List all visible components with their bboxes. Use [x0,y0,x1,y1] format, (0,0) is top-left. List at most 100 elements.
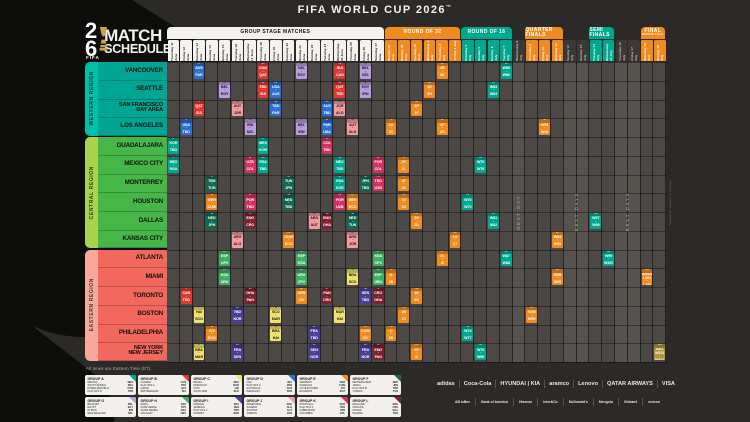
team-home: GER [297,291,306,296]
group-legend-title: GROUP I [193,398,209,403]
versus-label: v [339,89,341,92]
date-chip: Monday 22 June [308,40,321,61]
team-away: TBD [336,92,344,97]
match-cell: 15 KSA v URU [219,269,230,285]
legend-team-row: USA USA [244,381,295,384]
city-label-monterrey: MONTERREY [98,174,167,194]
team-away: 2C [401,185,407,190]
versus-label: v [505,70,507,73]
versus-label: v [275,89,277,92]
team-name: PLAY-OFF 2 [193,409,208,413]
match-cell: 103 BRONZE L101 v L102 [641,269,653,285]
team-away: CPV [297,279,306,284]
grid-column-35 [615,62,628,362]
team-code: TBD [392,387,398,391]
grid-column-5 [231,62,244,362]
team-away: IRN [362,92,369,97]
versus-label: v [659,354,661,357]
team-away: W90 [528,317,536,322]
team-home: 1C [439,253,445,258]
match-cell: 71 CRO v GHA [372,288,384,304]
match-cell: 5 QAT v SUI [193,100,205,117]
team-home: 2A [414,216,419,221]
rest-day-text: REST DAYS [574,192,580,232]
rest-day-label: REST DAY [513,62,526,362]
team-away: 2I [415,354,419,359]
team-home: JPN [361,178,369,183]
team-name: SAUDI ARABIA [140,409,158,413]
match-number: 38 [296,288,307,292]
versus-label: v [377,295,379,298]
team-home: W93 [553,235,562,240]
team-home: 1L [388,272,394,277]
match-cell: 42 FRA v TBD [308,325,320,342]
date-label: Thursday 25 June [348,42,357,61]
match-cell: 7 HAI v SCO [193,306,205,323]
team-away: 3G [414,298,419,303]
match-number: 78 [398,194,410,198]
match-cell: 74 1L v 3B [385,269,397,285]
team-home: KOR [169,141,178,146]
team-home: EGY [361,85,370,90]
date-chip: Tuesday 16 June [231,40,244,61]
match-number: 47 [321,288,333,292]
team-home: W91 [540,122,549,127]
grid-row-line [167,212,666,213]
match-number: 102 [603,250,614,254]
legend-team-row: JAPAN JPN [350,384,401,387]
stage-band-label: SEMI FINALS [589,26,610,38]
legend-team-row: COLOMBIA COL [297,412,348,415]
team-away: W100 [603,260,614,265]
match-number: 16 [232,100,243,104]
match-number: 23 [244,213,256,217]
grid-column-13 [333,62,347,362]
match-cell: 20 IRN v NZL [244,119,256,135]
group-color-corner [128,375,136,382]
team-code: POR [339,403,345,407]
team-home: W95 [553,272,562,277]
team-away: SCO [348,279,357,284]
match-number: 98 [539,119,550,123]
city-name: MIAMI [145,272,163,280]
match-cell: 4 USA v TBD [180,119,192,135]
team-away: 2J [401,317,406,322]
team-away: W84 [489,92,498,97]
region-bar-eastern: EASTERN REGION [85,249,98,361]
city-label-seattle: SEATTLE [98,80,167,100]
legend-team-row: PLAY-OFF D TBD [85,390,136,393]
team-away: NZL [246,129,254,134]
sponsor-divider [495,380,497,388]
match-cell: 6 AUS v PAR [193,63,205,79]
city-name: PHILADELPHIA [118,329,163,337]
stage-band-semi-finals: SEMI FINALS [589,27,614,39]
match-cell: 104 FINAL W101 v W102 [654,344,666,360]
team-home: NED [208,216,216,221]
grid-row-line [167,137,666,138]
legend-team-row: PLAY-OFF B TBD [350,387,401,390]
match-number: 35 [283,231,294,236]
versus-label: v [326,295,328,298]
match-cell: 28 RSA v TBD [257,156,269,173]
sponsor-divider [458,380,460,388]
date-label: Thursday 2 July [438,43,447,61]
versus-label: v [262,70,264,73]
date-label: Saturday 11 July [553,43,562,61]
grid-row-line [167,287,666,288]
versus-label: v [390,276,392,279]
versus-label: v [313,351,315,354]
city-label-atlanta: ATLANTA [98,249,167,269]
team-home: SCO [271,310,280,315]
match-cell: 62 EGY v IRN [360,81,371,98]
date-chip: Thursday 9 July [525,40,538,61]
match-number: 71 [372,288,384,292]
city-label-kansas-city: KANSAS CITY [98,230,167,248]
team-home: L101 [642,275,651,280]
match-cell: 39 ESP v KSA [296,250,307,267]
grid-column-12 [320,62,334,362]
team-away: CAN [335,73,344,78]
legend-team-row: AUSTRALIA AUS [244,387,295,390]
city-name: GUADALAJARA [116,141,164,149]
grid-column-31 [563,62,577,362]
group-color-corner [234,375,242,382]
right-edge-note: Schedule subject to change [668,180,672,225]
